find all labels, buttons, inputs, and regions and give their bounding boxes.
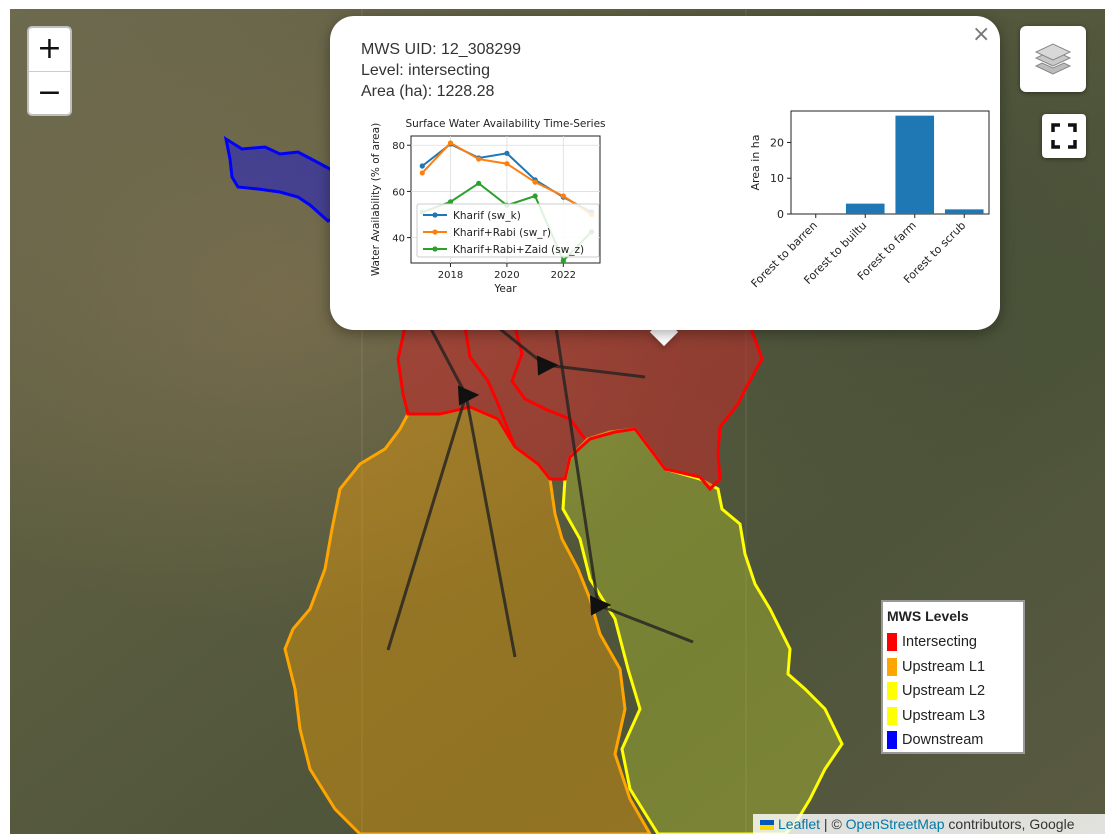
layers-icon: [1034, 43, 1072, 75]
bar: [845, 203, 885, 214]
data-point: [476, 180, 482, 186]
legend-item: Upstream L2: [887, 679, 1019, 704]
y-tick-label: 60: [392, 187, 405, 198]
legend-label: Intersecting: [902, 634, 977, 651]
legend-series-label: Kharif (sw_k): [453, 210, 521, 222]
flow-arrows: [386, 326, 694, 658]
zoom-in-button[interactable]: +: [36, 31, 63, 66]
attribution-suffix: contributors, Google: [944, 816, 1075, 832]
data-point: [419, 170, 425, 176]
y-tick-label: 20: [770, 136, 784, 149]
mws-intersecting-polygon[interactable]: [396, 325, 764, 492]
zoom-out-button[interactable]: −: [29, 71, 70, 115]
attribution-separator: | ©: [820, 816, 846, 832]
legend-label: Downstream: [902, 732, 984, 749]
legend-swatch: [887, 682, 897, 701]
mws-levels-legend: MWS Levels Intersecting Upstream L1 Upst…: [881, 600, 1025, 754]
legend-item: Downstream: [887, 728, 1019, 753]
legend-label: Upstream L3: [902, 707, 986, 724]
legend-title: MWS Levels: [887, 608, 969, 624]
y-tick-label: 0: [777, 208, 784, 221]
data-point: [447, 140, 454, 146]
legend-label: Upstream L2: [902, 683, 986, 700]
layers-button[interactable]: [1020, 26, 1086, 92]
data-point: [560, 258, 566, 264]
legend-item: Upstream L1: [887, 655, 1019, 680]
fullscreen-icon: [1051, 123, 1077, 149]
bar: [895, 115, 935, 214]
data-point: [476, 156, 482, 162]
data-point: [560, 193, 566, 199]
x-tick-label: 2018: [438, 270, 463, 281]
legend-marker: [432, 246, 438, 252]
legend-marker: [432, 229, 438, 235]
data-point: [532, 179, 538, 185]
y-tick-label: 10: [770, 172, 784, 185]
legend-swatch: [887, 731, 897, 750]
legend-swatch: [887, 633, 897, 652]
map-attribution: Leaflet | © OpenStreetMap contributors, …: [753, 814, 1105, 834]
y-axis-label: Area in ha: [749, 134, 762, 190]
x-axis-label: Year: [493, 283, 517, 295]
data-point: [504, 150, 510, 156]
fullscreen-button[interactable]: [1042, 114, 1086, 158]
map-container[interactable]: + − × MWS UID: 12_308299 Level: intersec…: [10, 9, 1105, 834]
y-tick-label: 40: [392, 234, 405, 245]
legend-marker: [432, 212, 438, 218]
data-point: [419, 163, 425, 169]
x-tick-label: 2022: [551, 270, 576, 281]
y-tick-label: 80: [392, 141, 405, 152]
ukraine-flag-icon: [760, 820, 774, 831]
data-point: [447, 199, 454, 205]
bar: [944, 209, 984, 214]
data-point: [504, 161, 510, 167]
y-axis-label: Water Availability (% of area): [370, 123, 382, 276]
legend-swatch: [887, 657, 897, 676]
flow-arrow-heads: [457, 355, 612, 616]
plot-area: [790, 110, 990, 215]
legend-series-label: Kharif+Rabi (sw_r): [453, 227, 551, 239]
legend-series-label: Kharif+Rabi+Zaid (sw_z): [453, 244, 584, 256]
data-point: [532, 193, 538, 199]
openstreetmap-link[interactable]: OpenStreetMap: [845, 816, 945, 832]
x-tick-label: 2020: [494, 270, 519, 281]
popup-close-button[interactable]: ×: [972, 22, 991, 47]
surface-water-chart: Surface Water Availability Time-Series 20…: [370, 118, 606, 295]
popup-level: Level: intersecting: [361, 62, 490, 79]
leaflet-link[interactable]: Leaflet: [778, 816, 821, 832]
legend-label: Upstream L1: [902, 658, 986, 675]
popup-area: Area (ha): 1228.28: [361, 83, 495, 100]
popup-info: MWS UID: 12_308299 Level: intersecting A…: [361, 39, 521, 102]
legend-item: Upstream L3: [887, 704, 1019, 729]
chart-title: Surface Water Availability Time-Series: [405, 118, 605, 130]
legend-item: Intersecting: [887, 630, 1019, 655]
legend-swatch: [887, 706, 897, 725]
chart-legend-box: [416, 203, 600, 258]
popup-uid: MWS UID: 12_308299: [361, 41, 522, 58]
zoom-control: + −: [27, 26, 72, 116]
